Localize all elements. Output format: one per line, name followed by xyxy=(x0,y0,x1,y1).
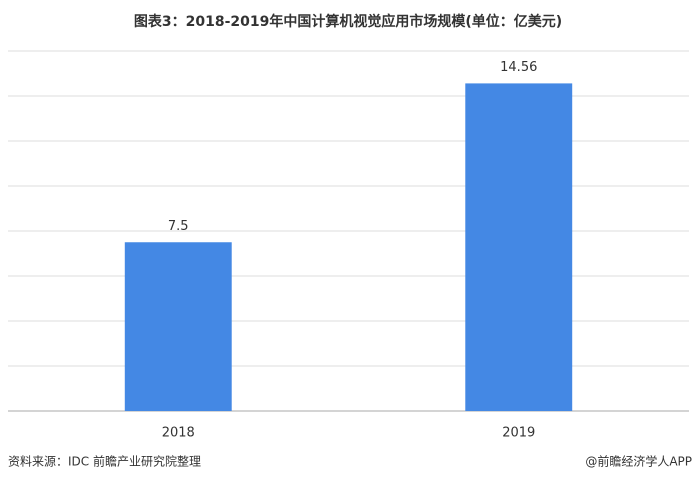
x-tick-label: 2019 xyxy=(502,426,535,441)
bar xyxy=(465,83,573,412)
data-label: 7.5 xyxy=(168,219,189,234)
bar xyxy=(124,242,232,411)
credit: @前瞻经济学人APP xyxy=(585,454,692,469)
data-label: 14.56 xyxy=(500,60,537,75)
chart-title: 图表3：2018-2019年中国计算机视觉应用市场规模(单位：亿美元) xyxy=(134,13,562,30)
source-note: 资料来源：IDC 前瞻产业研究院整理 xyxy=(8,454,201,469)
x-tick-label: 2018 xyxy=(162,426,195,441)
